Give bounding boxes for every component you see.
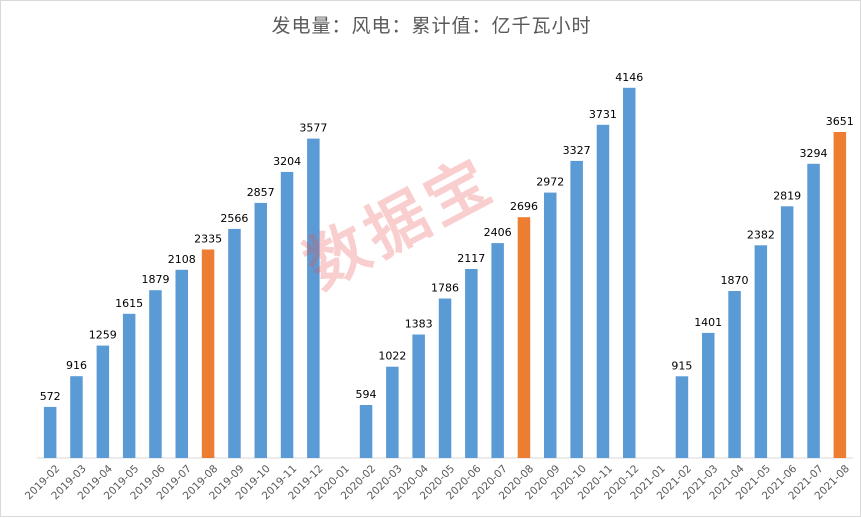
data-label-2020-04: 1383 — [405, 318, 433, 331]
data-label-2019-10: 2857 — [247, 186, 275, 199]
data-label-2019-02: 572 — [40, 390, 61, 403]
bar-2020-02 — [359, 405, 373, 458]
bar-2021-04 — [728, 291, 741, 458]
bar-2019-11 — [280, 171, 294, 458]
bar-2019-12 — [307, 138, 320, 458]
bar-2019-03 — [70, 376, 83, 458]
bar-2019-05 — [122, 313, 136, 458]
bar-2019-04 — [96, 345, 110, 458]
bar-2020-04 — [412, 334, 425, 458]
data-label-2020-09: 2972 — [536, 176, 564, 189]
data-label-2019-09: 2566 — [220, 212, 248, 225]
data-label-2019-11: 3204 — [273, 155, 301, 168]
bar-2020-10 — [570, 160, 583, 458]
bar-2021-02 — [675, 376, 689, 458]
data-label-2021-05: 2382 — [747, 228, 775, 241]
bar-2020-09 — [544, 192, 557, 458]
data-label-2021-03: 1401 — [694, 316, 722, 329]
data-label-2019-05: 1615 — [115, 297, 143, 310]
bar-2019-08 — [201, 249, 215, 458]
bar-2021-06 — [780, 206, 794, 458]
bar-2019-09 — [228, 228, 241, 458]
data-label-2020-11: 3731 — [589, 108, 617, 121]
bar-2021-08 — [833, 132, 847, 458]
bar-2020-06 — [465, 269, 478, 458]
bar-2020-03 — [386, 366, 399, 458]
data-label-2020-03: 1022 — [378, 350, 406, 363]
data-label-2020-02: 594 — [356, 388, 377, 401]
bar-2020-11 — [596, 124, 610, 459]
data-label-2019-04: 1259 — [89, 329, 117, 342]
data-label-2021-04: 1870 — [721, 274, 749, 287]
data-label-2020-10: 3327 — [563, 144, 591, 157]
bar-2021-07 — [807, 163, 820, 459]
bar-2019-10 — [254, 202, 267, 458]
bar-2019-07 — [175, 269, 188, 458]
bar-2020-08 — [517, 217, 531, 458]
bar-2021-03 — [702, 332, 715, 458]
data-label-2020-07: 2406 — [484, 226, 512, 239]
data-label-2019-07: 2108 — [168, 253, 196, 266]
data-label-2019-06: 1879 — [142, 273, 170, 286]
data-label-2021-06: 2819 — [773, 189, 801, 202]
bar-2020-12 — [623, 87, 636, 459]
data-label-2021-02: 915 — [671, 359, 692, 372]
data-label-2019-12: 3577 — [299, 122, 327, 135]
bar-2021-05 — [754, 245, 768, 458]
data-label-2019-08: 2335 — [194, 233, 222, 246]
data-label-2020-08: 2696 — [510, 200, 538, 213]
data-label-2020-05: 1786 — [431, 282, 459, 295]
data-label-2020-06: 2117 — [457, 252, 485, 265]
data-label-2019-03: 916 — [66, 359, 87, 372]
data-label-2020-12: 4146 — [615, 71, 643, 84]
bar-2019-06 — [149, 290, 162, 458]
data-label-2021-07: 3294 — [800, 147, 828, 160]
bar-2019-02 — [43, 406, 57, 458]
bar-2020-07 — [491, 243, 504, 458]
bar-2020-05 — [438, 298, 452, 458]
data-label-2021-08: 3651 — [826, 115, 854, 128]
chart-title: 发电量：风电：累计值：亿千瓦小时 — [271, 15, 592, 37]
